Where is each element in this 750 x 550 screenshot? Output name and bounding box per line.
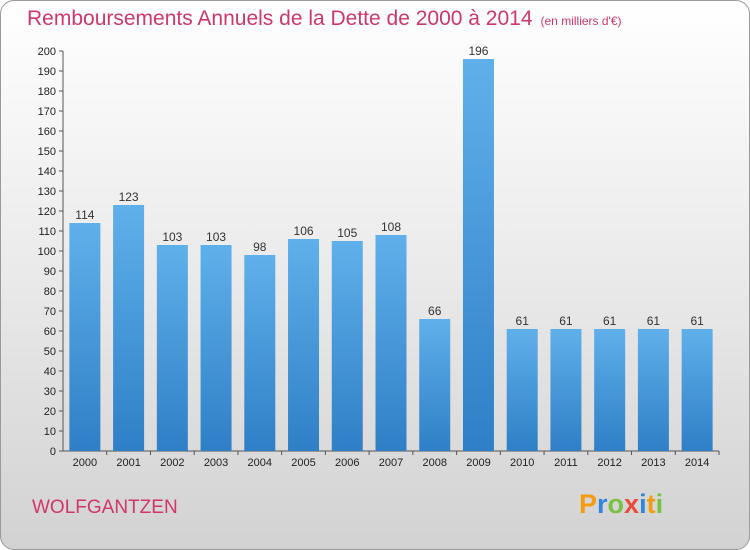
logo-letter: r xyxy=(597,489,608,519)
bar xyxy=(200,245,232,451)
y-tick-label: 30 xyxy=(44,386,56,398)
bar xyxy=(113,205,145,451)
commune-name: WOLFGANTZEN xyxy=(32,497,178,518)
y-tick-label: 160 xyxy=(38,126,56,138)
bars xyxy=(69,59,713,451)
y-tick-label: 190 xyxy=(38,66,56,78)
bar xyxy=(462,59,494,451)
bar xyxy=(244,255,276,451)
y-tick-label: 0 xyxy=(50,446,56,458)
bar-value-label: 108 xyxy=(381,220,401,234)
x-tick-label: 2011 xyxy=(554,457,578,469)
x-tick-label: 2002 xyxy=(160,457,184,469)
x-tick-label: 2000 xyxy=(73,457,97,469)
logo-letter: x xyxy=(624,489,640,519)
y-tick-label: 90 xyxy=(44,266,56,278)
y-tick-label: 120 xyxy=(38,206,56,218)
y-tick-label: 180 xyxy=(38,86,56,98)
bar xyxy=(637,329,669,451)
bar-value-label: 61 xyxy=(559,314,573,328)
bar-value-label: 103 xyxy=(162,230,182,244)
y-tick-label: 110 xyxy=(38,226,56,238)
bar xyxy=(69,223,101,451)
bar-value-label: 61 xyxy=(690,314,704,328)
y-tick-label: 150 xyxy=(38,146,56,158)
x-tick-label: 2001 xyxy=(116,457,140,469)
logo-letter: i xyxy=(639,489,647,519)
bar xyxy=(156,245,188,451)
x-tick-label: 2003 xyxy=(204,457,228,469)
bar xyxy=(375,235,407,451)
proxiti-logo: Proxiti xyxy=(579,489,663,520)
bar xyxy=(594,329,626,451)
y-tick-label: 140 xyxy=(38,166,56,178)
logo-letter: o xyxy=(607,489,625,519)
chart-subtitle: (en milliers d'€) xyxy=(540,14,622,28)
y-tick-label: 170 xyxy=(38,106,56,118)
x-tick-label: 2010 xyxy=(510,457,534,469)
x-tick-label: 2013 xyxy=(641,457,665,469)
x-tick-label: 2008 xyxy=(422,457,446,469)
y-tick-label: 50 xyxy=(44,346,56,358)
bar-value-label: 61 xyxy=(516,314,530,328)
y-tick-label: 100 xyxy=(38,246,56,258)
bar-value-label: 61 xyxy=(647,314,661,328)
y-tick-label: 80 xyxy=(44,286,56,298)
bar xyxy=(550,329,582,451)
logo-letter: P xyxy=(579,489,598,519)
bar xyxy=(331,241,363,451)
bar-chart: 0 10 20 30 40 50 60 70 80 90 100 110 120 130 140 150 160… xyxy=(38,44,720,469)
y-tick-label: 40 xyxy=(44,366,56,378)
bar xyxy=(419,319,451,451)
x-tick-label: 2006 xyxy=(335,457,359,469)
title-text: Remboursements Annuels de la Dette de 20… xyxy=(27,7,533,30)
bar-value-label: 103 xyxy=(206,230,226,244)
bar-value-label: 106 xyxy=(294,224,314,238)
logo-letter: t xyxy=(646,489,656,519)
bar-value-label: 123 xyxy=(119,190,139,204)
bar-value-label: 105 xyxy=(337,226,357,240)
y-tick-label: 10 xyxy=(44,426,56,438)
x-tick-label: 2007 xyxy=(379,457,403,469)
chart-title: Remboursements Annuels de la Dette de 20… xyxy=(27,7,622,31)
bar-value-label: 66 xyxy=(428,304,442,318)
bar-value-label: 61 xyxy=(603,314,617,328)
y-tick-label: 70 xyxy=(44,306,56,318)
x-tick-label: 2005 xyxy=(291,457,315,469)
logo-letter: i xyxy=(655,489,664,519)
x-tick-label: 2004 xyxy=(248,457,272,469)
x-tick-label: 2009 xyxy=(466,457,490,469)
x-tick-label: 2014 xyxy=(685,457,709,469)
y-tick-label: 60 xyxy=(44,326,56,338)
bar-value-label: 114 xyxy=(75,208,94,222)
bar xyxy=(506,329,538,451)
x-tick-label: 2012 xyxy=(597,457,621,469)
bar xyxy=(681,329,713,451)
y-tick-label: 20 xyxy=(44,406,56,418)
bar xyxy=(288,239,320,451)
y-tick-label: 130 xyxy=(38,186,56,198)
y-tick-label: 200 xyxy=(38,46,56,58)
bar-value-label: 196 xyxy=(468,44,488,58)
data-labels: 114 123 103 103 98 106 105 108 66 196 61 61 61 61 61 xyxy=(75,44,704,328)
bar-value-label: 98 xyxy=(253,240,267,254)
